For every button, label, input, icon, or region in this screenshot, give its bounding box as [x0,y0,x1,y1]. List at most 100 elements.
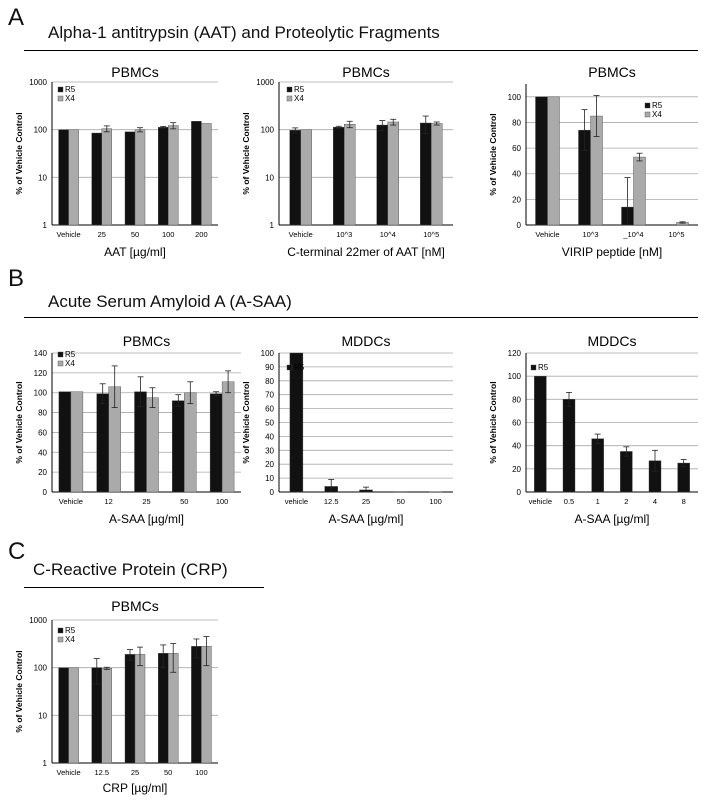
legend-swatch-x4 [644,111,651,118]
x-tick-label: 100 [216,497,229,506]
y-tick-label: 80 [38,409,47,418]
bar-x4 [101,128,113,226]
y-tick-label: 1 [43,221,48,230]
bar-r5 [420,122,432,226]
chart-title: PBMCs [111,598,158,614]
bar-x4 [221,381,235,493]
x-tick-label: 12.5 [324,497,339,506]
x-tick-label: Vehicle [57,230,81,239]
x-tick-label: 4 [653,497,657,506]
section-c-rule [24,587,264,588]
bar-x4 [134,129,146,226]
bar-r5 [58,391,72,493]
legend-swatch-r5 [530,364,537,371]
y-tick-label: 60 [38,428,47,437]
y-tick-label: 70 [265,391,274,400]
legend-swatch-x4 [57,360,64,367]
x-axis-label: CRP [µg/ml] [103,781,168,795]
bar-x4 [134,654,146,764]
y-axis-label: % of Vehicle Control [241,112,251,194]
bar-r5 [591,438,604,493]
y-tick-label: 80 [512,118,521,127]
bar-r5 [620,451,633,493]
section-a-rule [24,50,698,51]
legend-swatch-r5 [57,627,64,634]
bar-r5 [534,375,547,493]
y-tick-label: 60 [512,419,521,428]
y-tick-label: 30 [265,446,274,455]
x-axis-label: C-terminal 22mer of AAT [nM] [287,245,445,259]
y-tick-label: 100 [34,389,48,398]
y-tick-label: 40 [512,442,521,451]
x-tick-label: 0.5 [564,497,574,506]
x-tick-label: 50 [397,497,405,506]
y-tick-label: 90 [265,363,274,372]
y-tick-label: 1 [270,221,275,230]
x-tick-label: 25 [142,497,150,506]
section-c-title: C-Reactive Protein (CRP) [33,560,228,579]
legend-label: X4 [652,110,662,119]
x-tick-label: 10^5 [668,230,684,239]
x-tick-label: 50 [164,768,172,777]
legend-swatch-x4 [286,95,293,102]
x-axis-label: VIRIP peptide [nM] [562,245,663,259]
y-tick-label: 100 [508,93,522,102]
chart-title: MDDCs [588,333,637,349]
x-tick-label: vehicle [529,497,552,506]
x-tick-label: vehicle [285,497,308,506]
x-tick-label: 12 [105,497,113,506]
x-tick-label: Vehicle [57,768,81,777]
y-tick-label: 10 [38,711,47,720]
x-tick-label: Vehicle [535,230,559,239]
legend-swatch-r5 [57,351,64,358]
chart-title: PBMCs [588,64,635,80]
x-tick-label: 100 [162,230,175,239]
bar-r5 [91,132,103,226]
bar-r5 [289,352,304,493]
legend-label: R5 [65,626,76,635]
y-tick-label: 60 [512,144,521,153]
bar-r5 [535,96,548,226]
bar-r5 [157,127,169,226]
y-axis-label: % of Vehicle Control [241,381,251,463]
x-tick-label: 10^4 [380,230,396,239]
x-axis-label: A-SAA [µg/ml] [329,512,404,526]
y-tick-label: 120 [34,369,48,378]
x-tick-label: 25 [362,497,370,506]
chart-title: PBMCs [111,64,158,80]
bar-x4 [633,156,646,226]
legend-label: R5 [65,85,76,94]
y-axis-label: % of Vehicle Control [488,381,498,463]
bar-r5 [677,462,690,493]
y-tick-label: 0 [517,221,522,230]
y-tick-label: 80 [512,395,521,404]
x-tick-label: 50 [180,497,188,506]
bar-x4 [68,129,79,226]
y-tick-label: 40 [38,448,47,457]
bar-r5 [289,130,301,226]
bar-x4 [68,667,79,764]
y-tick-label: 140 [34,349,48,358]
y-axis-label: % of Vehicle Control [14,650,24,732]
bar-r5 [157,653,169,764]
x-tick-label: 100 [195,768,208,777]
y-tick-label: 20 [38,468,47,477]
y-tick-label: 40 [265,432,274,441]
legend-swatch-r5 [286,364,293,371]
legend-label: R5 [652,101,663,110]
x-tick-label: 8 [682,497,686,506]
y-tick-label: 20 [512,465,521,474]
legend-swatch-x4 [57,95,64,102]
x-tick-label: _10^4 [622,230,643,239]
chart-title: MDDCs [342,333,391,349]
y-tick-label: 120 [508,349,522,358]
y-tick-label: 100 [34,664,48,673]
y-axis-label: % of Vehicle Control [488,113,498,195]
legend-label: R5 [65,350,76,359]
legend-swatch-x4 [57,636,64,643]
bar-r5 [58,129,69,226]
section-b-letter: B [8,265,25,292]
section-a-title: Alpha-1 antitrypsin (AAT) and Proteolyti… [48,23,440,42]
bar-x4 [387,121,399,226]
